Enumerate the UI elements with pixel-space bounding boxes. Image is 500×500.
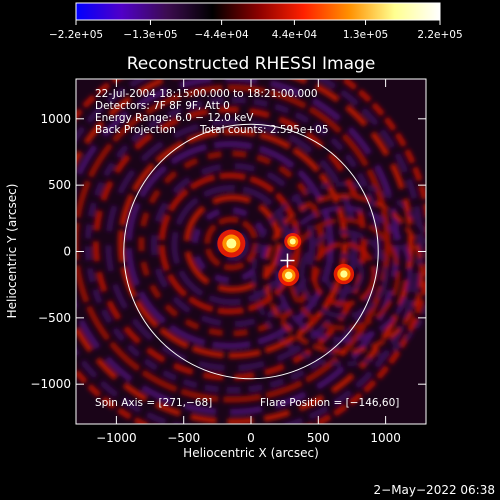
x-tick-label: −500: [167, 431, 200, 445]
method-label: Back Projection: [95, 124, 176, 136]
x-tick-label: 0: [247, 431, 255, 445]
spin-axis-label: Spin Axis = [271,−68]: [95, 397, 212, 409]
sidelobe-ring: [323, 253, 365, 295]
sidelobe-ring: [76, 79, 400, 415]
colorbar-tick-label: 1.3e+05: [343, 29, 388, 41]
sidelobe-ring: [117, 128, 348, 359]
spin-axis-cross: [280, 253, 295, 268]
energy-range-label: Energy Range: 6.0 − 12.0 keV: [95, 112, 254, 124]
colorbar-tick-label: −4.4e+04: [195, 29, 249, 41]
detectors-label: Detectors: 7F 8F 9F, Att 0: [95, 100, 230, 112]
sidelobe-ring: [251, 181, 426, 367]
sidelobe-ring: [76, 84, 391, 403]
sidelobe-ring: [311, 241, 377, 307]
sidelobe-ring: [275, 205, 413, 343]
y-tick-label: 1000: [40, 112, 71, 126]
sidelobe-ring: [204, 216, 259, 271]
colorbar-tick-label: 4.4e+04: [272, 29, 318, 41]
x-tick-label: 500: [307, 431, 330, 445]
sidelobe-ring: [299, 229, 389, 319]
time-range-label: 22-Jul-2004 18:15:00.000 to 18:21:00.000: [95, 88, 318, 100]
x-tick-label: −1000: [96, 431, 137, 445]
footer-date: 2−May−2022 06:38: [374, 483, 496, 497]
sidelobe-ring: [183, 194, 282, 293]
axis-ticks: −1000 −500 0 500 1000 −1000 −500 0 500 1000: [30, 79, 426, 445]
sidelobe-ring: [191, 207, 268, 284]
solar-limb-circle: [123, 123, 379, 380]
x-tick-label: 1000: [370, 431, 401, 445]
colorbar-tick-label: −1.3e+05: [123, 29, 177, 41]
image-area: [76, 79, 426, 424]
colorbar: [76, 3, 440, 20]
y-tick-label: 0: [63, 245, 71, 259]
colorbar-tick-label: 2.2e+05: [417, 29, 462, 41]
sources-layer: [217, 229, 355, 286]
y-axis-label: Heliocentric Y (arcsec): [5, 184, 19, 319]
sidelobe-ring: [76, 79, 424, 424]
chart-title: Reconstructed RHESSI Image: [127, 54, 376, 74]
source-peak: [340, 270, 348, 278]
x-axis-label: Heliocentric X (arcsec): [183, 446, 319, 460]
y-tick-label: −500: [38, 311, 71, 325]
source-peak: [284, 271, 293, 280]
colorbar-frame: [75, 2, 441, 21]
sidelobe-ring: [92, 106, 367, 381]
sidelobe-ring: [76, 79, 414, 424]
source-peak: [289, 238, 296, 245]
y-tick-label: −1000: [30, 377, 71, 391]
y-tick-label: 500: [48, 178, 71, 192]
colorbar-ticks: −2.2e+05 −1.3e+05 −4.4e+04 4.4e+04 1.3e+05 2.…: [49, 20, 463, 41]
sidelobe-ring: [138, 150, 325, 337]
colorbar-tick-label: −2.2e+05: [49, 29, 103, 41]
sidelobe-ring: [263, 193, 425, 355]
source-peak: [226, 238, 237, 249]
total-counts-label: Total counts: 2.595e+05: [199, 124, 329, 136]
flare-position-label: Flare Position = [−146,60]: [260, 397, 399, 409]
